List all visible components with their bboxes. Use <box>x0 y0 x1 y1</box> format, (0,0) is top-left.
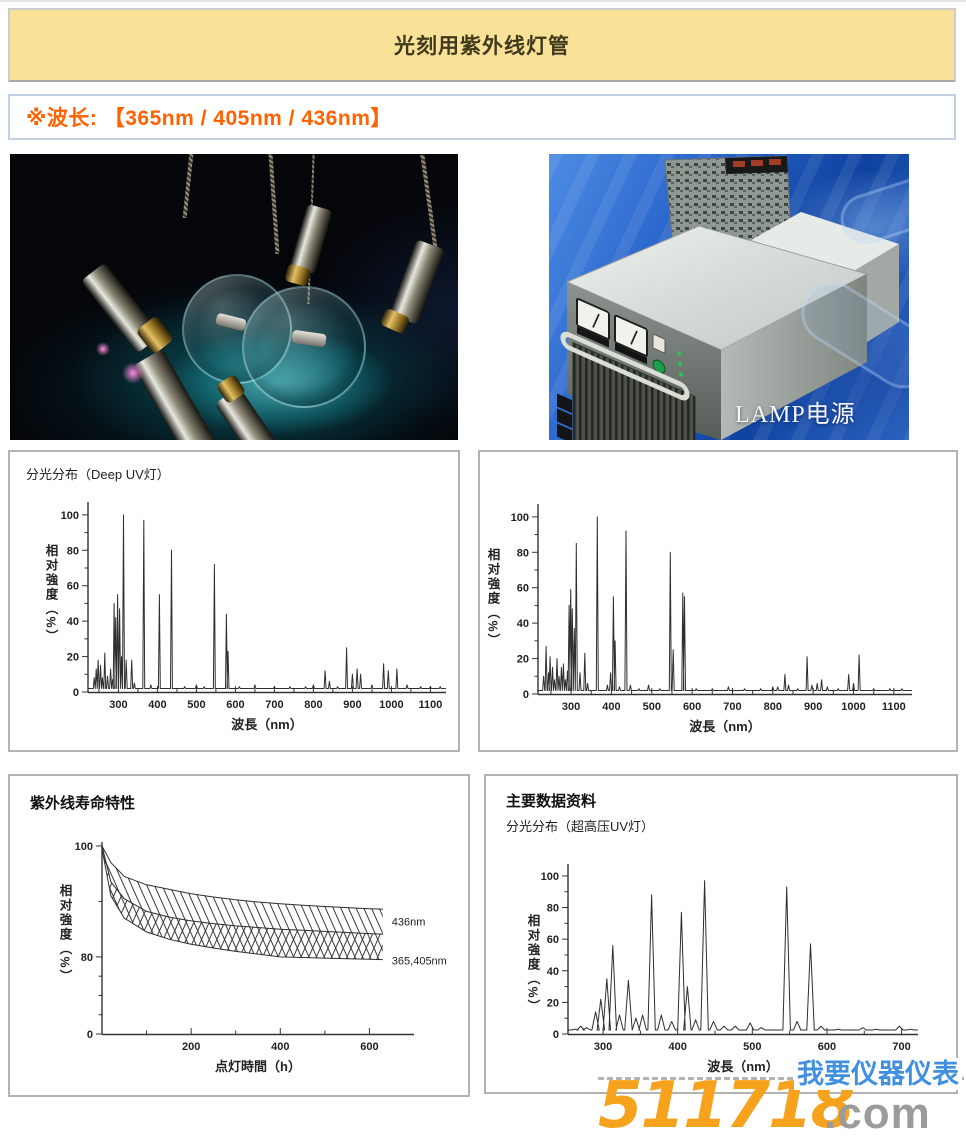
svg-text:600: 600 <box>226 699 244 711</box>
svg-text:100: 100 <box>511 512 529 524</box>
spectrum-chart-ultra-uv: 300 400 500 600 700 0 20 40 60 80 100 波長（nm） <box>541 864 918 1074</box>
svg-text:100: 100 <box>61 510 79 522</box>
svg-text:700: 700 <box>265 699 283 711</box>
panel-title-main-data: 主要数据资料 <box>506 793 597 810</box>
chart-title-lifetime: 紫外线寿命特性 <box>30 795 136 812</box>
svg-text:40: 40 <box>547 966 559 978</box>
svg-text:1100: 1100 <box>418 699 442 711</box>
power-supply-photo: LAMP电源 <box>549 154 909 440</box>
power-supply-label: LAMP电源 <box>735 402 856 428</box>
svg-text:700: 700 <box>892 1041 910 1053</box>
svg-text:365,405nm: 365,405nm <box>392 955 447 967</box>
svg-text:800: 800 <box>764 701 782 713</box>
chart-title-ultra-uv: 分光分布（超高压UV灯） <box>506 819 655 834</box>
svg-text:40: 40 <box>517 618 529 630</box>
y-axis-label: 相对強度（%） <box>485 548 500 649</box>
svg-text:436nm: 436nm <box>392 916 426 928</box>
svg-text:100: 100 <box>541 871 559 883</box>
svg-text:0: 0 <box>553 1029 559 1041</box>
svg-text:80: 80 <box>67 545 79 557</box>
spectrum-chart-deep-uv: 300 400 500 600 700 800 900 1000 1100 0 20 40 60 80 10… <box>61 502 446 732</box>
svg-text:80: 80 <box>81 952 93 964</box>
panel-uv-lifetime: 紫外线寿命特性 相对強度（%） 200 400 600 100 80 0 点灯時間（h） 43… <box>8 774 470 1097</box>
svg-text:20: 20 <box>67 652 79 664</box>
power-supply-illustration <box>557 155 899 440</box>
watermark-dashed-line <box>598 1077 964 1080</box>
svg-text:60: 60 <box>517 583 529 595</box>
svg-text:波長（nm）: 波長（nm） <box>231 717 303 732</box>
watermark-logo: 511718 .com 我要仪器仪表 <box>598 1058 966 1140</box>
svg-text:1000: 1000 <box>841 701 865 713</box>
magenta-glint <box>96 342 110 356</box>
magenta-glint <box>122 362 144 384</box>
svg-text:0: 0 <box>87 1029 93 1041</box>
svg-text:400: 400 <box>602 701 620 713</box>
svg-text:60: 60 <box>547 934 559 946</box>
svg-text:1000: 1000 <box>379 699 403 711</box>
svg-text:500: 500 <box>187 699 205 711</box>
svg-text:300: 300 <box>562 701 580 713</box>
wavelength-note: ※波长: 【365nm / 405nm / 436nm】 <box>26 107 392 130</box>
glass-bulb <box>242 286 366 408</box>
panel-deep-uv-spectrum: 分光分布（Deep UV灯） 相对強度（%） 300 400 500 600 700 80… <box>8 450 460 752</box>
svg-text:80: 80 <box>547 903 559 915</box>
svg-text:700: 700 <box>723 701 741 713</box>
svg-text:0: 0 <box>73 687 79 699</box>
svg-text:300: 300 <box>594 1041 612 1053</box>
svg-text:200: 200 <box>182 1041 200 1053</box>
uv-lamp-photo <box>10 154 458 440</box>
watermark-tagline: 我要仪器仪表 <box>794 1058 962 1091</box>
y-axis-label: 相对強度（%） <box>43 544 58 645</box>
svg-text:20: 20 <box>547 997 559 1009</box>
svg-text:600: 600 <box>683 701 701 713</box>
svg-text:900: 900 <box>343 699 361 711</box>
page-title-banner: 光刻用紫外线灯管 <box>8 8 956 82</box>
svg-text:40: 40 <box>67 616 79 628</box>
y-axis-label: 相对強度（%） <box>525 914 540 1015</box>
wavelength-note-box: ※波长: 【365nm / 405nm / 436nm】 <box>8 94 956 140</box>
svg-text:900: 900 <box>804 701 822 713</box>
svg-text:600: 600 <box>818 1041 836 1053</box>
svg-text:1100: 1100 <box>882 701 906 713</box>
svg-text:波長（nm）: 波長（nm） <box>707 1059 779 1074</box>
page-title: 光刻用紫外线灯管 <box>394 35 570 58</box>
svg-text:400: 400 <box>271 1041 289 1053</box>
svg-text:600: 600 <box>360 1041 378 1053</box>
svg-text:60: 60 <box>67 581 79 593</box>
svg-text:400: 400 <box>148 699 166 711</box>
svg-text:0: 0 <box>523 689 529 701</box>
spectrum-chart-uv: 300 400 500 600 700 800 900 1000 1100 0 20 40 60 80 10… <box>511 504 912 734</box>
watermark-domain-suffix: .com <box>824 1089 931 1138</box>
lifetime-chart: 200 400 600 100 80 0 点灯時間（h） 436nm 365,405nm <box>75 841 447 1074</box>
svg-text:800: 800 <box>304 699 322 711</box>
svg-text:400: 400 <box>669 1041 687 1053</box>
y-axis-label: 相对強度（%） <box>57 884 72 985</box>
svg-text:点灯時間（h）: 点灯時間（h） <box>215 1059 301 1074</box>
svg-text:500: 500 <box>743 1041 761 1053</box>
chart-title-deep-uv: 分光分布（Deep UV灯） <box>26 467 170 482</box>
svg-text:500: 500 <box>643 701 661 713</box>
svg-text:20: 20 <box>517 654 529 666</box>
svg-text:波長（nm）: 波長（nm） <box>689 719 761 734</box>
svg-text:100: 100 <box>75 841 93 853</box>
panel-main-data: 主要数据资料 分光分布（超高压UV灯） 相对強度（%） 300 400 500 600… <box>484 774 958 1094</box>
svg-text:80: 80 <box>517 547 529 559</box>
svg-text:300: 300 <box>109 699 127 711</box>
panel-uv-spectrum: 相对強度（%） 300 400 500 600 700 800 900 1000 1100 0 20… <box>478 450 958 752</box>
